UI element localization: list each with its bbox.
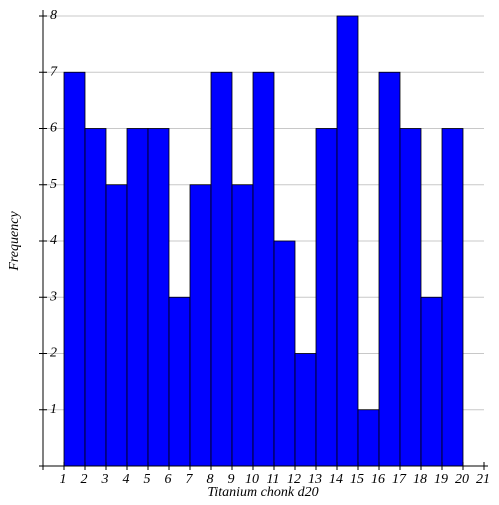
x-tick-label: 5 bbox=[144, 472, 151, 487]
x-tick-label: 11 bbox=[267, 472, 280, 487]
x-tick-label: 6 bbox=[165, 472, 172, 487]
x-tick-label: 14 bbox=[329, 472, 343, 487]
x-tick-label: 4 bbox=[123, 472, 130, 487]
bar bbox=[441, 128, 464, 467]
x-tick-label: 20 bbox=[455, 472, 469, 487]
bar bbox=[336, 15, 359, 467]
x-axis-label: Titanium chonk d20 bbox=[207, 485, 318, 500]
bar bbox=[357, 409, 380, 467]
bar bbox=[420, 296, 443, 467]
y-tick-label: 7 bbox=[50, 64, 58, 79]
bar bbox=[294, 353, 317, 467]
bar bbox=[231, 184, 254, 467]
x-tick-label: 21 bbox=[476, 472, 490, 487]
x-tick-label: 1 bbox=[60, 472, 67, 487]
bar bbox=[252, 71, 275, 467]
bar bbox=[84, 128, 107, 467]
x-tick-label: 13 bbox=[308, 472, 322, 487]
x-tick-label: 12 bbox=[287, 472, 301, 487]
y-tick-label: 8 bbox=[50, 8, 57, 23]
bar bbox=[168, 296, 191, 467]
bar bbox=[105, 184, 128, 467]
x-tick-label: 8 bbox=[207, 472, 214, 487]
bar bbox=[273, 240, 296, 467]
x-tick-label: 9 bbox=[228, 472, 235, 487]
bar bbox=[147, 128, 170, 467]
y-tick-label: 4 bbox=[50, 233, 57, 248]
x-tick-label: 18 bbox=[413, 472, 427, 487]
x-tick-label: 17 bbox=[392, 472, 407, 487]
x-tick-label: 10 bbox=[245, 472, 259, 487]
bar bbox=[315, 128, 338, 467]
bar bbox=[210, 71, 233, 467]
x-tick-label: 15 bbox=[350, 472, 364, 487]
bar bbox=[126, 128, 149, 467]
bar bbox=[63, 71, 86, 467]
y-tick-label: 3 bbox=[49, 289, 57, 304]
x-tick-label: 3 bbox=[101, 472, 109, 487]
bar bbox=[189, 184, 212, 467]
bar bbox=[378, 71, 401, 467]
y-tick-label: 5 bbox=[50, 177, 57, 192]
x-tick-label: 16 bbox=[371, 472, 385, 487]
x-tick-label: 7 bbox=[186, 472, 194, 487]
y-tick-label: 6 bbox=[50, 121, 57, 136]
y-tick-label: 1 bbox=[50, 402, 57, 417]
bar bbox=[399, 128, 422, 467]
x-tick-label: 19 bbox=[434, 472, 448, 487]
x-tick-label: 2 bbox=[81, 472, 88, 487]
y-tick-label: 2 bbox=[50, 346, 57, 361]
y-axis-label: Frequency bbox=[7, 211, 22, 272]
